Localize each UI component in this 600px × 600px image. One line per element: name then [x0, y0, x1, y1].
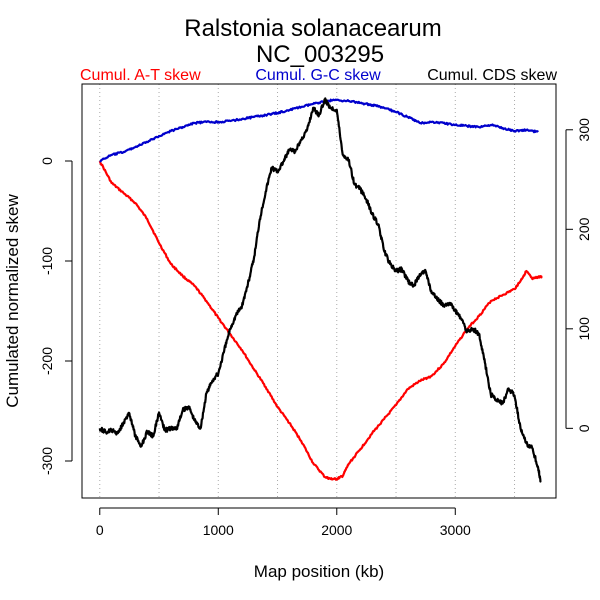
y2-tick-label: 200	[576, 217, 592, 241]
y2-tick-label: 0	[576, 424, 592, 432]
y-axis-left: 0 -100 -200 -300	[39, 157, 73, 475]
x-axis: 0 1000 2000 3000	[96, 507, 471, 538]
y2-tick-label: 300	[576, 118, 592, 142]
x-tick-label: 2000	[321, 522, 352, 538]
y-tick-label: -100	[39, 247, 55, 275]
legend-cds-skew: Cumul. CDS skew	[427, 67, 557, 84]
plot-frame	[81, 83, 557, 499]
y-tick-label: 0	[39, 157, 55, 165]
series-layer	[98, 97, 543, 483]
y-tick-label: -200	[39, 347, 55, 375]
y-tick-label: -300	[39, 447, 55, 475]
legend-at-skew: Cumul. A-T skew	[80, 67, 201, 84]
chart-title: Ralstonia solanacearum	[184, 15, 441, 42]
y-axis-label: Cumulated normalized skew	[3, 194, 22, 408]
x-tick-label: 1000	[203, 522, 234, 538]
chart-subtitle: NC_003295	[256, 41, 384, 68]
legend-gc-skew: Cumul. G-C skew	[255, 67, 381, 84]
y2-tick-label: 100	[576, 317, 592, 341]
series-line-cumul-cds-skew	[98, 97, 542, 483]
x-tick-label: 3000	[440, 522, 471, 538]
series-line-cumul-a-t-skew	[98, 160, 543, 481]
series-line-cumul-g-c-skew	[99, 98, 539, 163]
x-axis-label: Map position (kb)	[254, 562, 384, 581]
x-tick-label: 0	[96, 522, 104, 538]
vertical-gridlines	[99, 84, 516, 498]
y-axis-right: 0 100 200 300	[565, 118, 592, 432]
